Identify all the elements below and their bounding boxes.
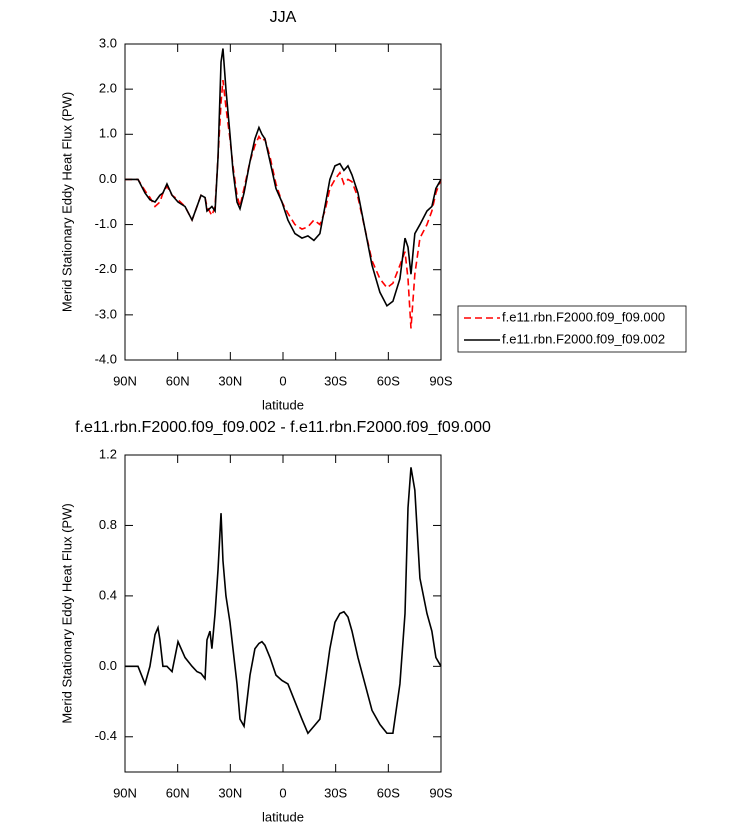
y-tick-label: 3.0: [99, 35, 117, 50]
x-tick-label: 90S: [429, 373, 452, 388]
x-tick-label: 30S: [324, 785, 347, 800]
x-tick-label: 90N: [113, 785, 137, 800]
chart-title: JJA: [270, 9, 297, 26]
x-tick-label: 90N: [113, 373, 137, 388]
y-tick-label: 0.0: [99, 658, 117, 673]
legend-label: f.e11.rbn.F2000.f09_f09.002: [502, 331, 665, 346]
y-tick-label: 2.0: [99, 81, 117, 96]
chart-title: f.e11.rbn.F2000.f09_f09.002 - f.e11.rbn.…: [75, 419, 491, 436]
y-tick-label: -3.0: [95, 306, 117, 321]
plot-frame: [124, 43, 442, 361]
x-tick-label: 60N: [166, 785, 190, 800]
y-axis-label: Merid Stationary Eddy Heat Flux (PW): [59, 503, 74, 723]
x-tick-label: 0: [279, 785, 286, 800]
y-tick-label: 0.4: [99, 587, 117, 602]
x-tick-label: 30S: [324, 373, 347, 388]
x-tick-label: 30N: [218, 785, 242, 800]
x-axis-label: latitude: [262, 809, 304, 824]
y-tick-label: -0.4: [95, 728, 117, 743]
y-tick-label: 1.2: [99, 446, 117, 461]
y-tick-label: -1.0: [95, 216, 117, 231]
x-tick-label: 0: [279, 373, 286, 388]
y-tick-label: 0.8: [99, 517, 117, 532]
y-tick-label: 1.0: [99, 126, 117, 141]
y-tick-label: -2.0: [95, 261, 117, 276]
legend-box: [457, 305, 687, 353]
x-tick-label: 60S: [377, 785, 400, 800]
y-axis-label: Merid Stationary Eddy Heat Flux (PW): [59, 92, 74, 312]
y-tick-label: 0.0: [99, 171, 117, 186]
legend-label: f.e11.rbn.F2000.f09_f09.000: [502, 309, 665, 324]
y-tick-label: -4.0: [95, 351, 117, 366]
x-tick-label: 30N: [218, 373, 242, 388]
x-tick-label: 90S: [429, 785, 452, 800]
data-line: [125, 467, 442, 735]
data-line: [125, 48, 442, 308]
x-tick-label: 60N: [166, 373, 190, 388]
x-axis-label: latitude: [262, 397, 304, 412]
x-tick-label: 60S: [377, 373, 400, 388]
